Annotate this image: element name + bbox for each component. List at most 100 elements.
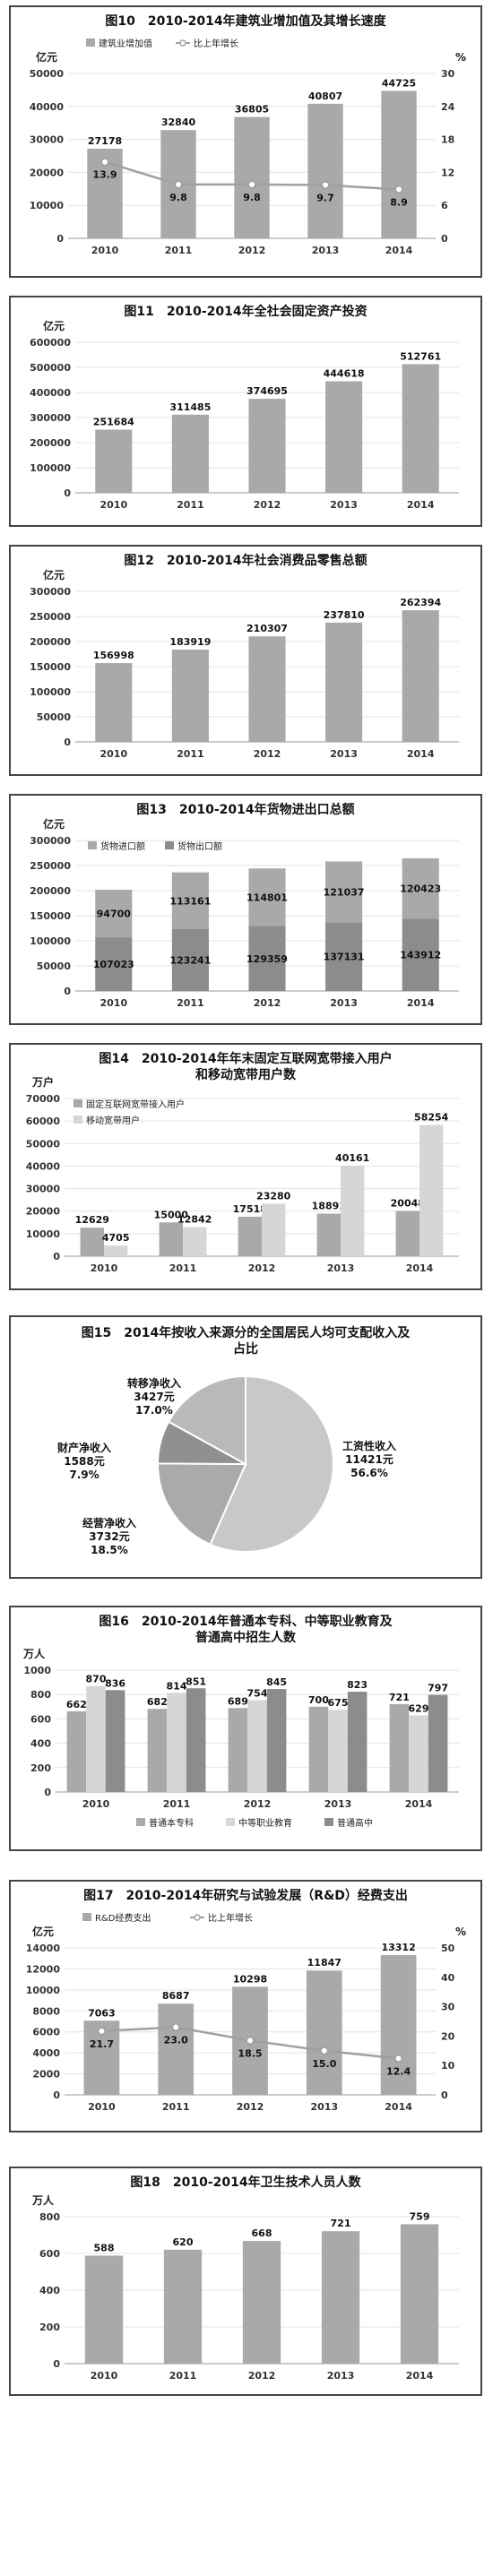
data-label: 137131 — [324, 952, 365, 963]
y2-tick-label: 40 — [441, 1972, 455, 1984]
line-label: 21.7 — [90, 2038, 114, 2050]
chart-title: 图11 2010-2014年全社会固定资产投资 — [124, 304, 367, 319]
bar — [105, 1690, 125, 1792]
x-tick-label: 2010 — [91, 245, 119, 256]
data-label: 797 — [428, 1683, 448, 1694]
bar — [95, 429, 133, 493]
data-label: 32840 — [161, 116, 196, 128]
x-tick-label: 2013 — [330, 499, 358, 511]
legend-bar-swatch — [82, 1913, 91, 1921]
pie-label-name: 经营净收入 — [82, 1516, 136, 1529]
data-label: 512761 — [400, 350, 441, 362]
data-label: 629 — [409, 1702, 429, 1714]
bar — [159, 1222, 183, 1256]
data-label: 113161 — [169, 895, 211, 907]
y-tick-label: 150000 — [30, 910, 71, 922]
y-tick-label: 500000 — [30, 362, 71, 374]
bar — [171, 650, 209, 742]
y-axis-unit: 亿元 — [32, 1925, 54, 1938]
bar — [234, 116, 270, 238]
y-axis-unit: 亿元 — [43, 817, 65, 831]
stacked-bar-segment — [171, 928, 209, 991]
line-label: 18.5 — [238, 2047, 262, 2059]
x-tick-label: 2012 — [248, 2370, 276, 2382]
pie-label-value: 11421元 — [345, 1453, 394, 1466]
chart-15: 图15 2014年按收入来源分的全国居民人均可支配收入及占比工资性收入11421… — [56, 1325, 411, 1556]
data-label: 123241 — [169, 954, 211, 966]
data-label: 40161 — [335, 1152, 369, 1164]
bar — [380, 1955, 417, 2095]
data-label: 7063 — [88, 2007, 116, 2019]
bar — [321, 2231, 360, 2364]
chart-title: 图13 2010-2014年货物进出口总额 — [136, 802, 354, 817]
y2-tick-label: 30 — [441, 2002, 455, 2013]
x-tick-label: 2012 — [244, 1798, 272, 1810]
bar — [171, 414, 209, 493]
legend-line-marker — [194, 1914, 201, 1921]
data-label: 668 — [252, 2227, 272, 2239]
bar — [167, 1693, 186, 1792]
data-label: 156998 — [93, 650, 134, 661]
stacked-bar-segment — [325, 922, 363, 991]
y-tick-label: 4000 — [32, 2047, 60, 2059]
data-label: 18891 — [312, 1201, 346, 1212]
stacked-bar-segment — [248, 926, 286, 991]
chart-title-line2: 普通高中招生人数 — [195, 1630, 297, 1645]
x-tick-label: 2013 — [327, 2370, 355, 2382]
x-tick-label: 2011 — [169, 1262, 197, 1274]
line-point — [394, 2054, 403, 2063]
bar — [95, 663, 133, 742]
legend-bar-swatch — [86, 39, 95, 47]
bar — [86, 1685, 106, 1792]
data-label: 721 — [389, 1692, 410, 1703]
bar — [66, 1710, 87, 1792]
y2-tick-label: 50 — [441, 1943, 455, 1954]
stacked-bar-segment — [95, 890, 133, 938]
y-tick-label: 30000 — [30, 134, 65, 146]
y-axis-unit: 亿元 — [36, 50, 57, 64]
stacked-bar-segment — [325, 861, 363, 923]
y-tick-label: 400 — [39, 2285, 60, 2296]
pie-slice — [157, 1462, 247, 1546]
data-label: 58254 — [414, 1112, 449, 1124]
data-label: 251684 — [93, 417, 134, 428]
data-label: 120423 — [400, 883, 441, 895]
y2-tick-label: 10 — [441, 2060, 455, 2072]
chart-10-panel: 图10 2010-2014年建筑业增加值及其增长速度 亿元% 0 10000 20000… — [9, 5, 482, 278]
bar — [341, 1166, 365, 1256]
chart-13-panel: 图13 2010-2014年货物进出口总额 亿元 0 50000 100000 15000… — [9, 794, 482, 1025]
x-tick-label: 2012 — [254, 748, 281, 760]
pie-slice — [209, 1374, 334, 1553]
bar — [419, 1124, 444, 1256]
x-tick-label: 2014 — [405, 1798, 433, 1810]
x-tick-label: 2013 — [324, 1798, 352, 1810]
chart-11-panel: 图11 2010-2014年全社会固定资产投资 亿元 0 100000 200000 30… — [9, 296, 482, 527]
y-tick-label: 12000 — [26, 1963, 61, 1975]
data-label: 262394 — [400, 597, 441, 608]
bar — [428, 1694, 448, 1792]
legend-mobile-label: 移动宽带用户 — [86, 1115, 140, 1126]
y-tick-label: 200000 — [30, 885, 71, 897]
y-axis-unit: 亿元 — [43, 319, 65, 332]
y2-tick-label: 0 — [441, 2089, 448, 2101]
x-tick-label: 2013 — [330, 997, 358, 1009]
bar — [262, 1203, 286, 1256]
bar — [248, 636, 286, 742]
legend-bar-label: 建筑业增加值 — [99, 38, 152, 49]
bar — [381, 90, 417, 238]
y-tick-label: 800 — [30, 1689, 51, 1701]
legend-vocational-label: 中等职业教育 — [238, 1817, 292, 1829]
x-tick-label: 2013 — [312, 245, 340, 256]
line-point — [100, 157, 109, 167]
data-label: 114801 — [246, 892, 288, 903]
data-label: 143912 — [400, 950, 441, 961]
data-label: 15000 — [154, 1209, 189, 1220]
y-tick-label: 600 — [39, 2248, 60, 2260]
y2-tick-label: 6 — [441, 200, 448, 211]
legend-fixed-swatch — [74, 1099, 82, 1107]
y-tick-label: 250000 — [30, 611, 71, 623]
